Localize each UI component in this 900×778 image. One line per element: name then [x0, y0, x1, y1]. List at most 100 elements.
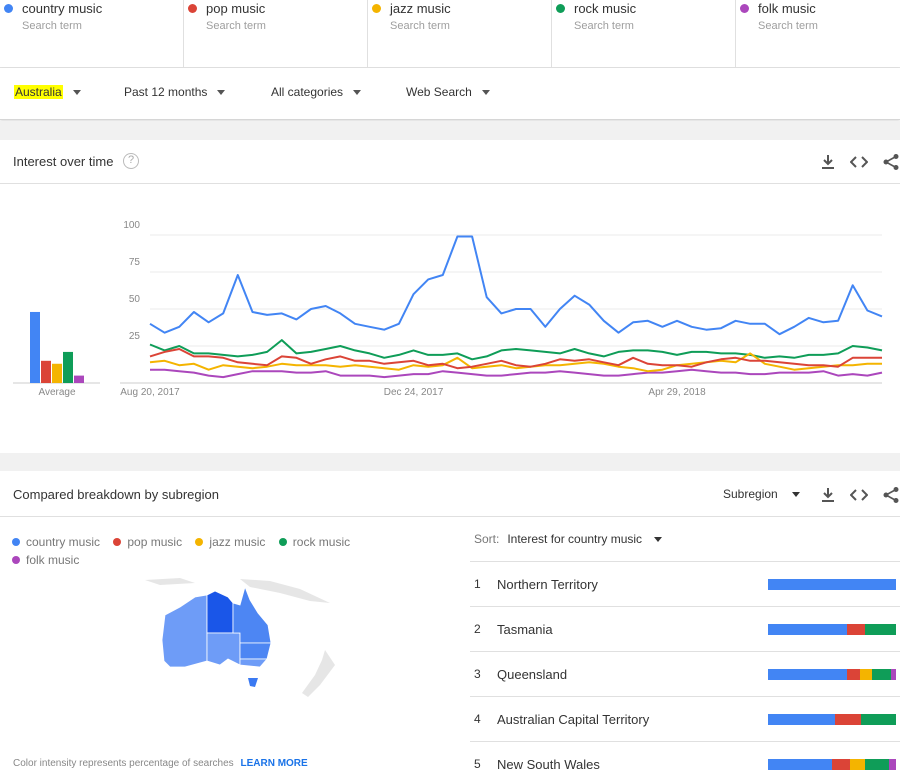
chevron-down-icon: [353, 89, 362, 95]
category-filter[interactable]: All categories: [271, 85, 362, 99]
legend-item: folk music: [12, 551, 79, 569]
region-row[interactable]: 1 Northern Territory: [470, 561, 900, 606]
y-tick-label: 100: [123, 220, 140, 231]
term-color-dot: [740, 4, 749, 13]
bar-segment-pop-music: [834, 714, 862, 725]
term-pop-music[interactable]: pop music Search term: [184, 0, 368, 68]
region-new-south-wales[interactable]: [239, 642, 272, 660]
term-type: Search term: [574, 20, 634, 32]
sort-value: Interest for country music: [507, 532, 643, 546]
region-row[interactable]: 2 Tasmania: [470, 606, 900, 651]
region-rank: 3: [474, 667, 481, 681]
term-name[interactable]: folk music: [758, 1, 816, 16]
region-rank: 1: [474, 577, 481, 591]
chevron-down-icon: [72, 89, 81, 95]
term-type: Search term: [22, 20, 82, 32]
region-name: Northern Territory: [497, 577, 598, 592]
term-color-dot: [188, 4, 197, 13]
resolution-label: Subregion: [723, 487, 778, 501]
filters-bar: Australia Past 12 months All categories …: [0, 68, 900, 120]
region-stacked-bar: [768, 759, 896, 770]
average-bar-jazz-music[interactable]: [52, 363, 62, 383]
region-northern-territory[interactable]: [206, 590, 234, 634]
map-island: [240, 579, 330, 603]
sort-control[interactable]: Sort: Interest for country music: [474, 532, 663, 546]
average-bar-folk-music[interactable]: [74, 375, 84, 383]
term-jazz-music[interactable]: jazz music Search term: [368, 0, 552, 68]
resolution-select[interactable]: Subregion: [723, 487, 800, 501]
legend-label: rock music: [292, 535, 351, 549]
time-filter[interactable]: Past 12 months: [124, 85, 226, 99]
search-type-filter[interactable]: Web Search: [406, 85, 490, 99]
help-icon[interactable]: ?: [123, 153, 139, 169]
region-tasmania[interactable]: [248, 678, 258, 687]
download-icon[interactable]: [819, 486, 837, 504]
region-name: New South Wales: [497, 757, 600, 772]
region-row[interactable]: 4 Australian Capital Territory: [470, 696, 900, 741]
subregion-map[interactable]: [140, 575, 350, 705]
region-row[interactable]: 5 New South Wales: [470, 741, 900, 778]
footnote-text: Color intensity represents percentage of…: [13, 758, 234, 769]
share-icon[interactable]: [882, 486, 900, 504]
average-label: Average: [38, 387, 76, 398]
bar-segment-folk-music: [890, 669, 896, 680]
y-tick-label: 75: [129, 257, 141, 268]
bar-segment-rock-music: [864, 759, 890, 770]
region-victoria[interactable]: [239, 658, 268, 668]
term-name[interactable]: rock music: [574, 1, 637, 16]
bar-segment-country-music: [768, 669, 848, 680]
sort-label: Sort:: [474, 532, 500, 546]
term-name[interactable]: jazz music: [390, 1, 451, 16]
region-name: Tasmania: [497, 622, 553, 637]
learn-more-link[interactable]: LEARN MORE: [240, 758, 308, 769]
term-type: Search term: [206, 20, 266, 32]
map-island: [145, 578, 195, 585]
map-footnote: Color intensity represents percentage of…: [13, 758, 308, 769]
term-color-dot: [372, 4, 381, 13]
region-south-australia[interactable]: [206, 632, 241, 666]
search-terms-bar: country music Search term pop music Sear…: [0, 0, 900, 68]
series-line-folk-music[interactable]: [150, 368, 883, 379]
breakdown-legend: country music pop music jazz music rock …: [12, 533, 372, 569]
legend-item: jazz music: [195, 533, 265, 551]
region-row[interactable]: 3 Queensland: [470, 651, 900, 696]
bar-segment-jazz-music: [860, 669, 873, 680]
embed-code-icon[interactable]: [850, 486, 868, 504]
download-icon[interactable]: [819, 153, 837, 171]
legend-dot: [12, 556, 20, 564]
chevron-down-icon: [791, 491, 800, 497]
share-icon[interactable]: [882, 153, 900, 171]
region-rank: 2: [474, 622, 481, 636]
series-line-pop-music[interactable]: [149, 348, 882, 370]
average-bar-rock-music[interactable]: [63, 351, 73, 383]
term-type: Search term: [758, 20, 818, 32]
region-queensland[interactable]: [232, 585, 272, 644]
average-bar-pop-music[interactable]: [41, 360, 51, 383]
term-country-music[interactable]: country music Search term: [0, 0, 184, 68]
chevron-down-icon: [217, 89, 226, 95]
region-name: Queensland: [497, 667, 568, 682]
region-filter[interactable]: Australia: [14, 85, 81, 99]
embed-code-icon[interactable]: [850, 153, 868, 171]
term-color-dot: [556, 4, 565, 13]
chevron-down-icon: [481, 89, 490, 95]
series-line-country-music[interactable]: [149, 235, 883, 336]
term-name[interactable]: country music: [22, 1, 103, 16]
term-folk-music[interactable]: folk music Search term: [736, 0, 900, 68]
bar-segment-country-music: [768, 714, 835, 725]
region-western-australia[interactable]: [161, 594, 208, 668]
legend-label: country music: [26, 535, 101, 549]
term-rock-music[interactable]: rock music Search term: [552, 0, 736, 68]
bar-segment-country-music: [768, 579, 896, 590]
term-name[interactable]: pop music: [206, 1, 266, 16]
average-bar-country-music[interactable]: [30, 311, 40, 383]
x-tick-label: Apr 29, 2018: [648, 387, 706, 398]
bar-segment-rock-music: [865, 624, 896, 635]
average-bar-chart: Average: [13, 311, 100, 398]
series-line-rock-music[interactable]: [149, 339, 883, 361]
region-stacked-bar: [768, 624, 896, 635]
legend-item: pop music: [113, 533, 182, 551]
legend-label: folk music: [26, 553, 80, 567]
interest-over-time-title: Interest over time: [13, 154, 114, 169]
y-tick-label: 50: [129, 294, 141, 305]
